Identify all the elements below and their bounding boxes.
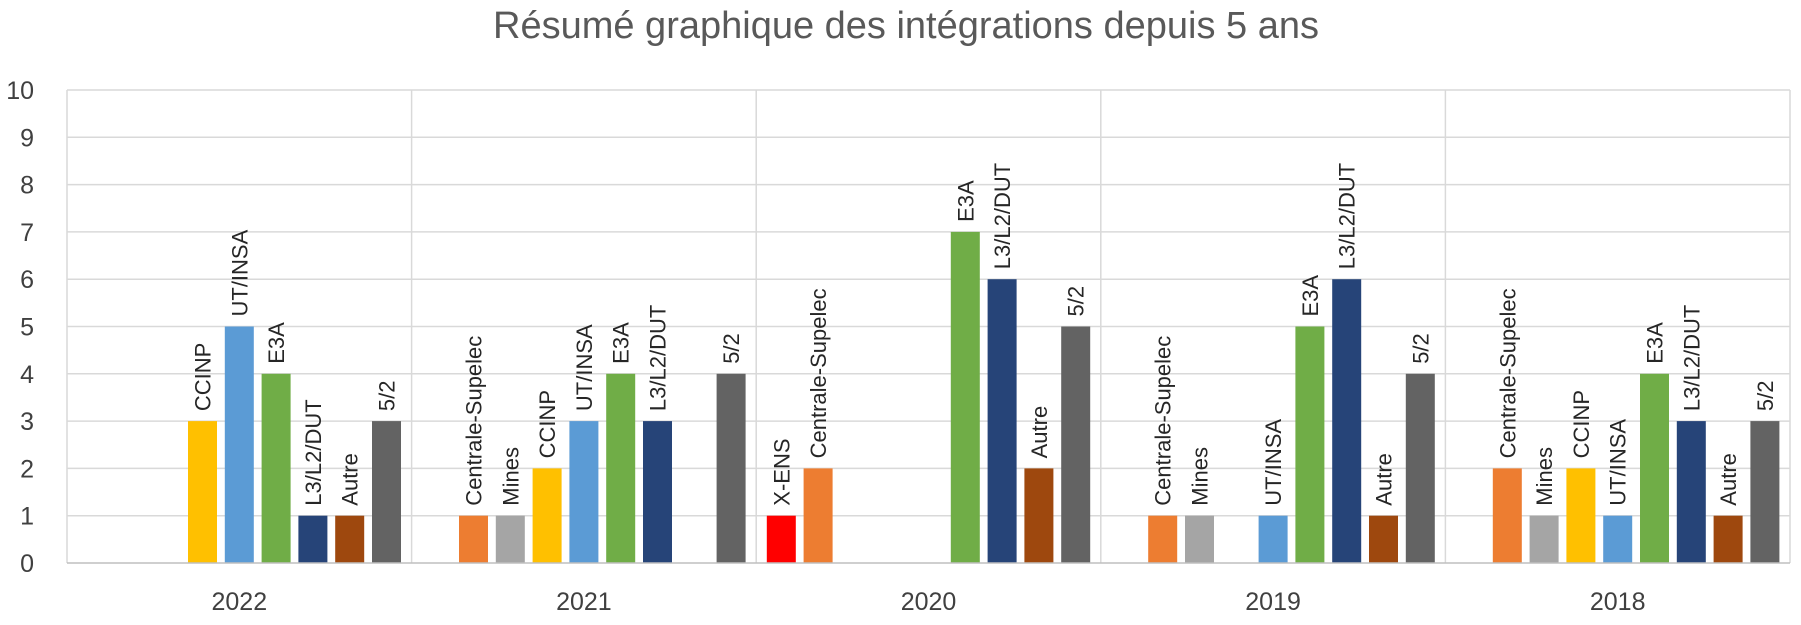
bar xyxy=(1640,373,1669,563)
bar xyxy=(1148,515,1178,563)
gridlines xyxy=(67,89,1790,517)
bar-data-label: Autre xyxy=(1716,453,1741,506)
bar xyxy=(987,279,1017,563)
bar-data-label: 5/2 xyxy=(1064,286,1089,317)
bar xyxy=(569,421,599,563)
bar xyxy=(1258,515,1288,563)
bar xyxy=(1529,515,1559,563)
bar xyxy=(1024,468,1054,563)
y-tick-label: 0 xyxy=(20,550,34,578)
bar-data-label: 5/2 xyxy=(1753,381,1778,412)
bar-data-label: Autre xyxy=(1372,453,1397,506)
bar xyxy=(950,231,980,563)
bar-data-label: UT/INSA xyxy=(1261,419,1286,506)
y-tick-label: 7 xyxy=(20,219,34,247)
bar xyxy=(1061,326,1091,563)
bar xyxy=(298,515,328,563)
bar xyxy=(1405,373,1435,563)
bar xyxy=(532,468,562,563)
bar xyxy=(459,515,488,563)
bar xyxy=(335,515,365,563)
bar-data-label: E3A xyxy=(1298,275,1323,317)
y-tick-label: 8 xyxy=(20,172,34,200)
bar xyxy=(1603,515,1633,563)
bar-data-label: UT/INSA xyxy=(1606,419,1631,506)
bar xyxy=(1750,421,1780,563)
bar-data-label: UT/INSA xyxy=(572,324,597,411)
bar-data-label: L3/L2/DUT xyxy=(990,163,1015,269)
y-tick-label: 3 xyxy=(20,408,34,436)
x-category-label: 2022 xyxy=(211,588,267,616)
bar xyxy=(1492,468,1522,563)
bar-data-label: Mines xyxy=(498,447,523,506)
bar-data-label: Centrale-Supelec xyxy=(1151,336,1176,506)
bar-data-label: Autre xyxy=(1027,406,1052,459)
bar xyxy=(372,421,401,563)
bar-data-label: CCINP xyxy=(535,390,560,458)
bar-data-label: E3A xyxy=(264,322,289,364)
chart-title: Résumé graphique des intégrations depuis… xyxy=(493,5,1319,47)
y-tick-label: 10 xyxy=(6,77,34,105)
bar xyxy=(1713,515,1743,563)
bar-data-label: CCINP xyxy=(1569,390,1594,458)
bar-data-label: L3/L2/DUT xyxy=(301,399,326,505)
y-tick-label: 6 xyxy=(20,266,34,294)
x-category-label: 2021 xyxy=(556,588,612,616)
bar xyxy=(606,373,636,563)
y-axis-ticks: 0 1 2 3 4 5 6 7 8 9 10 xyxy=(6,77,34,578)
bar-data-label: CCINP xyxy=(191,343,216,411)
bar xyxy=(1332,279,1362,563)
bar xyxy=(188,421,217,563)
y-tick-label: 5 xyxy=(20,314,34,342)
bar xyxy=(1369,515,1398,563)
bars xyxy=(188,231,1780,563)
bar-data-label: L3/L2/DUT xyxy=(646,305,671,411)
bar xyxy=(643,421,672,563)
x-axis-categories: 2022 2021 2020 2019 2018 xyxy=(211,588,1645,616)
bar-data-label: 5/2 xyxy=(1408,333,1433,364)
bar-data-label: 5/2 xyxy=(719,333,744,364)
bar xyxy=(766,515,796,563)
bar-data-label: E3A xyxy=(609,322,634,364)
bar xyxy=(224,326,254,563)
bar xyxy=(1676,421,1706,563)
bar-data-label: Autre xyxy=(338,453,363,506)
bar-data-label: L3/L2/DUT xyxy=(1679,305,1704,411)
bar-data-label: L3/L2/DUT xyxy=(1335,163,1360,269)
bar-data-label: E3A xyxy=(1643,322,1668,364)
bar-data-label: E3A xyxy=(953,180,978,222)
bar-data-label: Centrale-Supelec xyxy=(462,336,487,506)
bar xyxy=(803,468,833,563)
y-tick-label: 1 xyxy=(20,503,34,531)
x-category-label: 2018 xyxy=(1590,588,1646,616)
bar xyxy=(1295,326,1325,563)
bar-data-label: X-ENS xyxy=(769,438,794,505)
bar-data-label: Mines xyxy=(1188,447,1213,506)
y-tick-label: 4 xyxy=(20,361,34,389)
bar xyxy=(495,515,525,563)
data-labels: CCINP UT/INSA E3A L3/L2/DUT Autre 5/2 Centrale… xyxy=(191,163,1778,506)
group-separators xyxy=(66,90,1791,563)
bar-data-label: Centrale-Supelec xyxy=(806,288,831,458)
bar-data-label: UT/INSA xyxy=(227,229,252,316)
bar-data-label: Mines xyxy=(1532,447,1557,506)
y-tick-label: 9 xyxy=(20,124,34,152)
bar-data-label: 5/2 xyxy=(375,381,400,412)
bar xyxy=(1566,468,1596,563)
bar xyxy=(1185,515,1214,563)
x-category-label: 2020 xyxy=(901,588,957,616)
bar xyxy=(716,373,746,563)
y-tick-label: 2 xyxy=(20,455,34,483)
bar-data-label: Centrale-Supelec xyxy=(1495,288,1520,458)
bar xyxy=(261,373,291,563)
x-category-label: 2019 xyxy=(1245,588,1301,616)
